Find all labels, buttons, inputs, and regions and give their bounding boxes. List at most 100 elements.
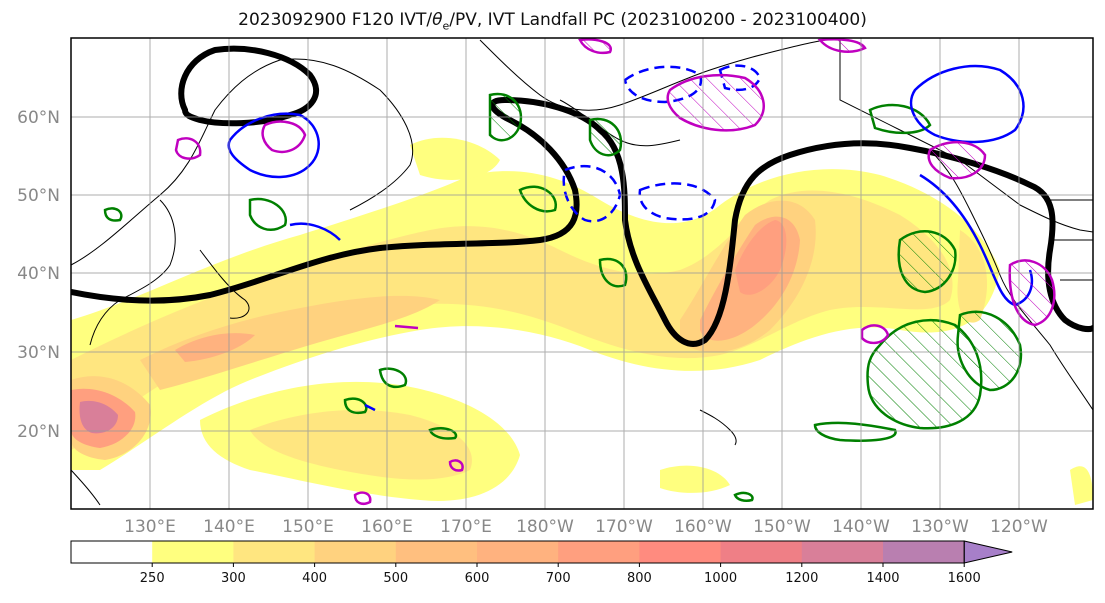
pv-line-japan [289,222,341,241]
lon-label-160e: 160°E [361,517,413,537]
lon-label-150w: 150°W [753,517,811,537]
colorbar: 250 300 400 500 600 700 800 1000 1200 1400 1600 [70,540,1013,586]
lat-label-30: 30°N [17,343,60,363]
ivt-patch-north [410,137,500,180]
theta-e-line-5 [103,207,123,222]
pv-dashed-2 [638,182,717,221]
west-coast [929,149,1093,411]
lon-label-160w: 160°W [674,517,732,537]
theta-e-line-7 [518,185,557,213]
lat-label-40: 40°N [17,264,60,284]
theta-e-hatched-1 [866,318,983,430]
longitude-labels: 130°E 140°E 150°E 160°E 170°E 180°W 170°… [124,517,1048,537]
lon-label-170e: 170°E [440,517,492,537]
landfall-3 [860,324,890,345]
lon-label-120w: 120°W [990,517,1048,537]
theta-e-hatched-3 [956,310,1023,392]
landfall-hatched-4 [817,38,867,53]
lat-label-20: 20°N [17,422,60,442]
alaska-coast [479,38,841,111]
ivt-patch-south [660,465,730,493]
map-frame [70,37,1094,510]
lon-label-180w: 180°W [516,517,574,537]
ivt-west-core-1200 [79,400,118,434]
pv-closed-1 [227,112,320,179]
ivt-band-south-300 [250,410,472,480]
colorbar-tick-label: 1400 [866,571,899,586]
lat-label-60: 60°N [17,108,60,128]
colorbar-tick-label: 400 [302,571,327,586]
colorbar-tick-label: 700 [546,571,571,586]
theta-e-line-4 [813,421,897,442]
colorbar-tick-label: 500 [383,571,408,586]
ivt-band-west-core [175,333,255,362]
theta-e-line-6 [598,257,628,288]
landfall-hatched-5 [578,38,612,55]
latitude-labels: 60°N 50°N 40°N 30°N 20°N [17,108,60,442]
theta-e-hatched-5 [588,117,623,157]
landfall-5 [353,491,372,505]
japan-islands [199,249,250,319]
map-title: 2023092900 F120 IVT/θe/PV, IVT Landfall … [238,10,867,33]
ivt-band-800 [735,220,787,295]
landfall-2 [174,137,202,160]
colorbar-segment [558,541,640,563]
colorbar-tick-label: 1200 [785,571,818,586]
lon-label-140w: 140°W [832,517,890,537]
state-borders [1050,199,1093,281]
theta-e-line-1 [248,197,287,231]
colorbar-tick-label: 250 [140,571,165,586]
pv-dashed-1 [562,164,622,223]
lon-label-170w: 170°W [595,517,653,537]
colorbar-tick-label: 300 [221,571,246,586]
philippines-coast [71,469,101,506]
landfall-4 [394,324,419,330]
korea-japan-coast [89,199,176,346]
colorbar-segment [639,541,722,563]
jet-closed-low [178,45,319,127]
colorbar-extend-arrow [963,540,1013,564]
lat-label-50: 50°N [17,186,60,206]
theta-e-line-3 [343,397,368,415]
colorbar-segment [233,541,316,563]
pv-closed-2 [909,64,1025,144]
gridlines [71,38,1093,509]
lon-label-140e: 140°E [203,517,255,537]
ivt-patch-se [1070,466,1093,505]
theta-e-contours [103,92,1023,503]
colorbar-segment [71,541,153,563]
ivt-band-400-west [140,295,440,390]
landfall-hatched-3 [1008,259,1056,327]
colorbar-segment [720,541,803,563]
colorbar-segment [883,541,965,563]
colorbar-tick-label: 600 [465,571,490,586]
hawaii [699,409,737,446]
colorbar-segment [395,541,478,563]
landfall-contours [174,38,1056,505]
lon-label-150e: 150°E [282,517,334,537]
ivt-patch-coast [957,230,988,323]
colorbar-frame [70,540,965,564]
colorbar-tick-label: 1000 [704,571,737,586]
colorbar-segment [801,541,884,563]
landfall-1 [261,120,307,154]
jet-contours [71,45,1093,347]
theta-e-line-2 [378,367,408,389]
landfall-6 [448,459,464,472]
ivt-shading [71,38,1093,509]
lon-label-130e: 130°E [124,517,176,537]
pv-negative-contours [562,64,762,223]
colorbar-tick-label: 800 [627,571,652,586]
theta-e-line-10 [428,427,458,440]
theta-e-hatched-2 [897,230,957,294]
colorbar-segment [314,541,397,563]
landfall-hatched-2 [927,140,987,180]
theta-e-line-8 [733,491,754,503]
pv-dashed-3 [623,65,703,104]
theta-e-line-9 [868,103,932,135]
colorbar-segment [152,541,234,563]
lon-label-130w: 130°W [911,517,969,537]
colorbar-segment [477,541,559,563]
jet-main [71,96,1093,347]
